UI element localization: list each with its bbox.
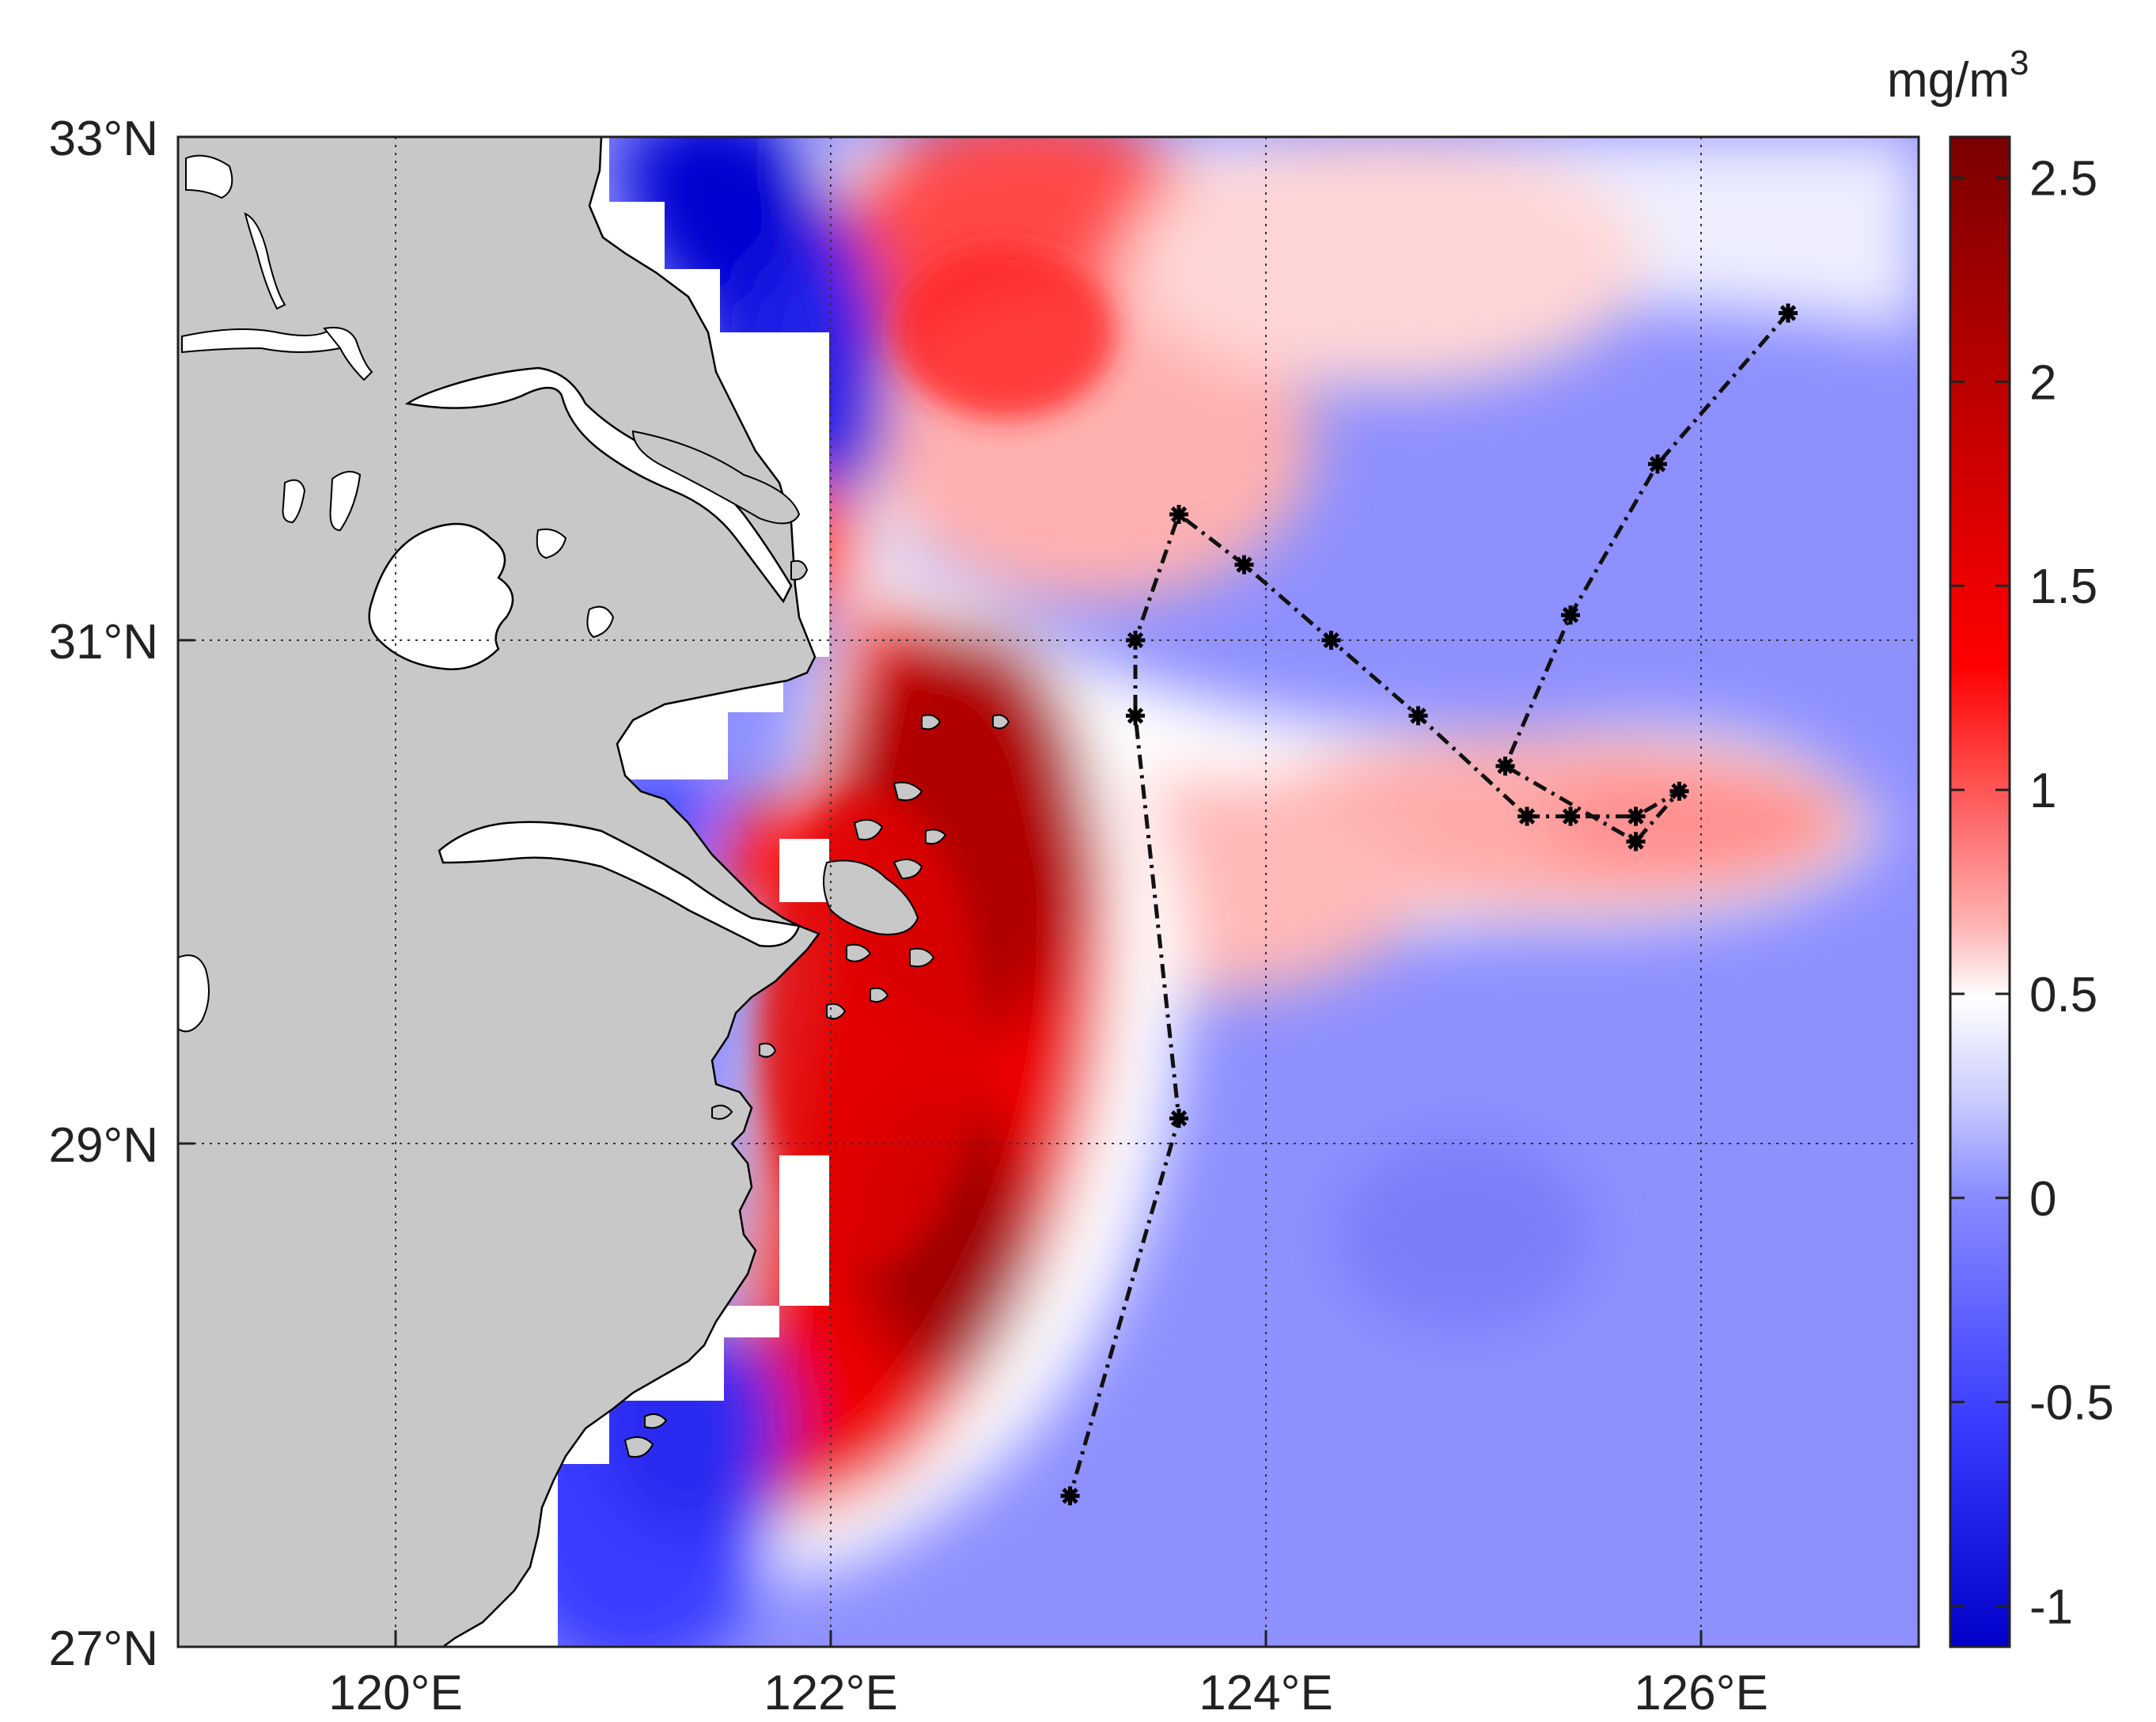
colorbar-tick-label: -1	[2029, 1580, 2073, 1634]
y-tick-label: 29°N	[48, 1118, 158, 1173]
y-tick-label: 27°N	[48, 1621, 158, 1676]
station-marker	[1561, 806, 1580, 826]
station-marker	[1648, 454, 1667, 474]
station-marker	[1669, 781, 1689, 801]
station-marker	[1126, 631, 1145, 650]
map-grid	[178, 137, 1919, 1647]
station-marker	[1060, 1486, 1080, 1506]
colorbar-unit-base: mg/m	[1887, 53, 2010, 108]
colorbar-unit-exponent: 3	[2010, 44, 2029, 82]
station-marker	[1626, 832, 1646, 852]
y-tick-label: 33°N	[48, 112, 158, 166]
colorbar-gradient	[1949, 135, 2011, 1648]
station-marker	[1408, 706, 1428, 726]
colorbar-tick-label: 1.5	[2029, 559, 2097, 614]
colorbar-tick-label: 1	[2029, 764, 2056, 818]
x-tick-label: 122°E	[764, 1666, 898, 1720]
colorbar-tick-label: -0.5	[2029, 1376, 2114, 1431]
y-tick-label: 31°N	[48, 615, 158, 669]
colorbar-tick-label: 0	[2029, 1172, 2056, 1227]
station-marker	[1126, 706, 1145, 726]
colorbar-tick-label: 2	[2029, 355, 2056, 410]
station-marker	[1626, 806, 1646, 826]
cruise-track	[1060, 303, 1798, 1506]
station-marker	[1169, 1109, 1188, 1128]
colorbar-unit: mg/m3	[1887, 44, 2029, 108]
plot-frame	[176, 135, 1920, 1648]
station-marker	[1495, 757, 1515, 776]
land-mass	[178, 137, 1010, 1647]
station-marker	[1561, 605, 1580, 625]
x-tick-label: 120°E	[328, 1666, 463, 1720]
colorbar-tick-label: 0.5	[2029, 968, 2097, 1022]
station-marker	[1321, 631, 1341, 650]
axis-ticks	[178, 135, 1703, 1647]
station-marker	[1779, 303, 1798, 323]
colorbar: 2.5 2 1.5 1 0.5 0 -0.5 -1 mg/m3	[1887, 44, 2114, 1648]
track-stations	[1060, 303, 1798, 1506]
station-marker	[1234, 555, 1254, 575]
x-tick-label: 126°E	[1634, 1666, 1768, 1720]
colorbar-ticks: 2.5 2 1.5 1 0.5 0 -0.5 -1	[1950, 152, 2114, 1634]
station-marker	[1518, 806, 1536, 826]
x-tick-label: 124°E	[1199, 1666, 1333, 1720]
colorbar-tick-label: 2.5	[2029, 152, 2097, 207]
station-marker	[1169, 505, 1188, 524]
